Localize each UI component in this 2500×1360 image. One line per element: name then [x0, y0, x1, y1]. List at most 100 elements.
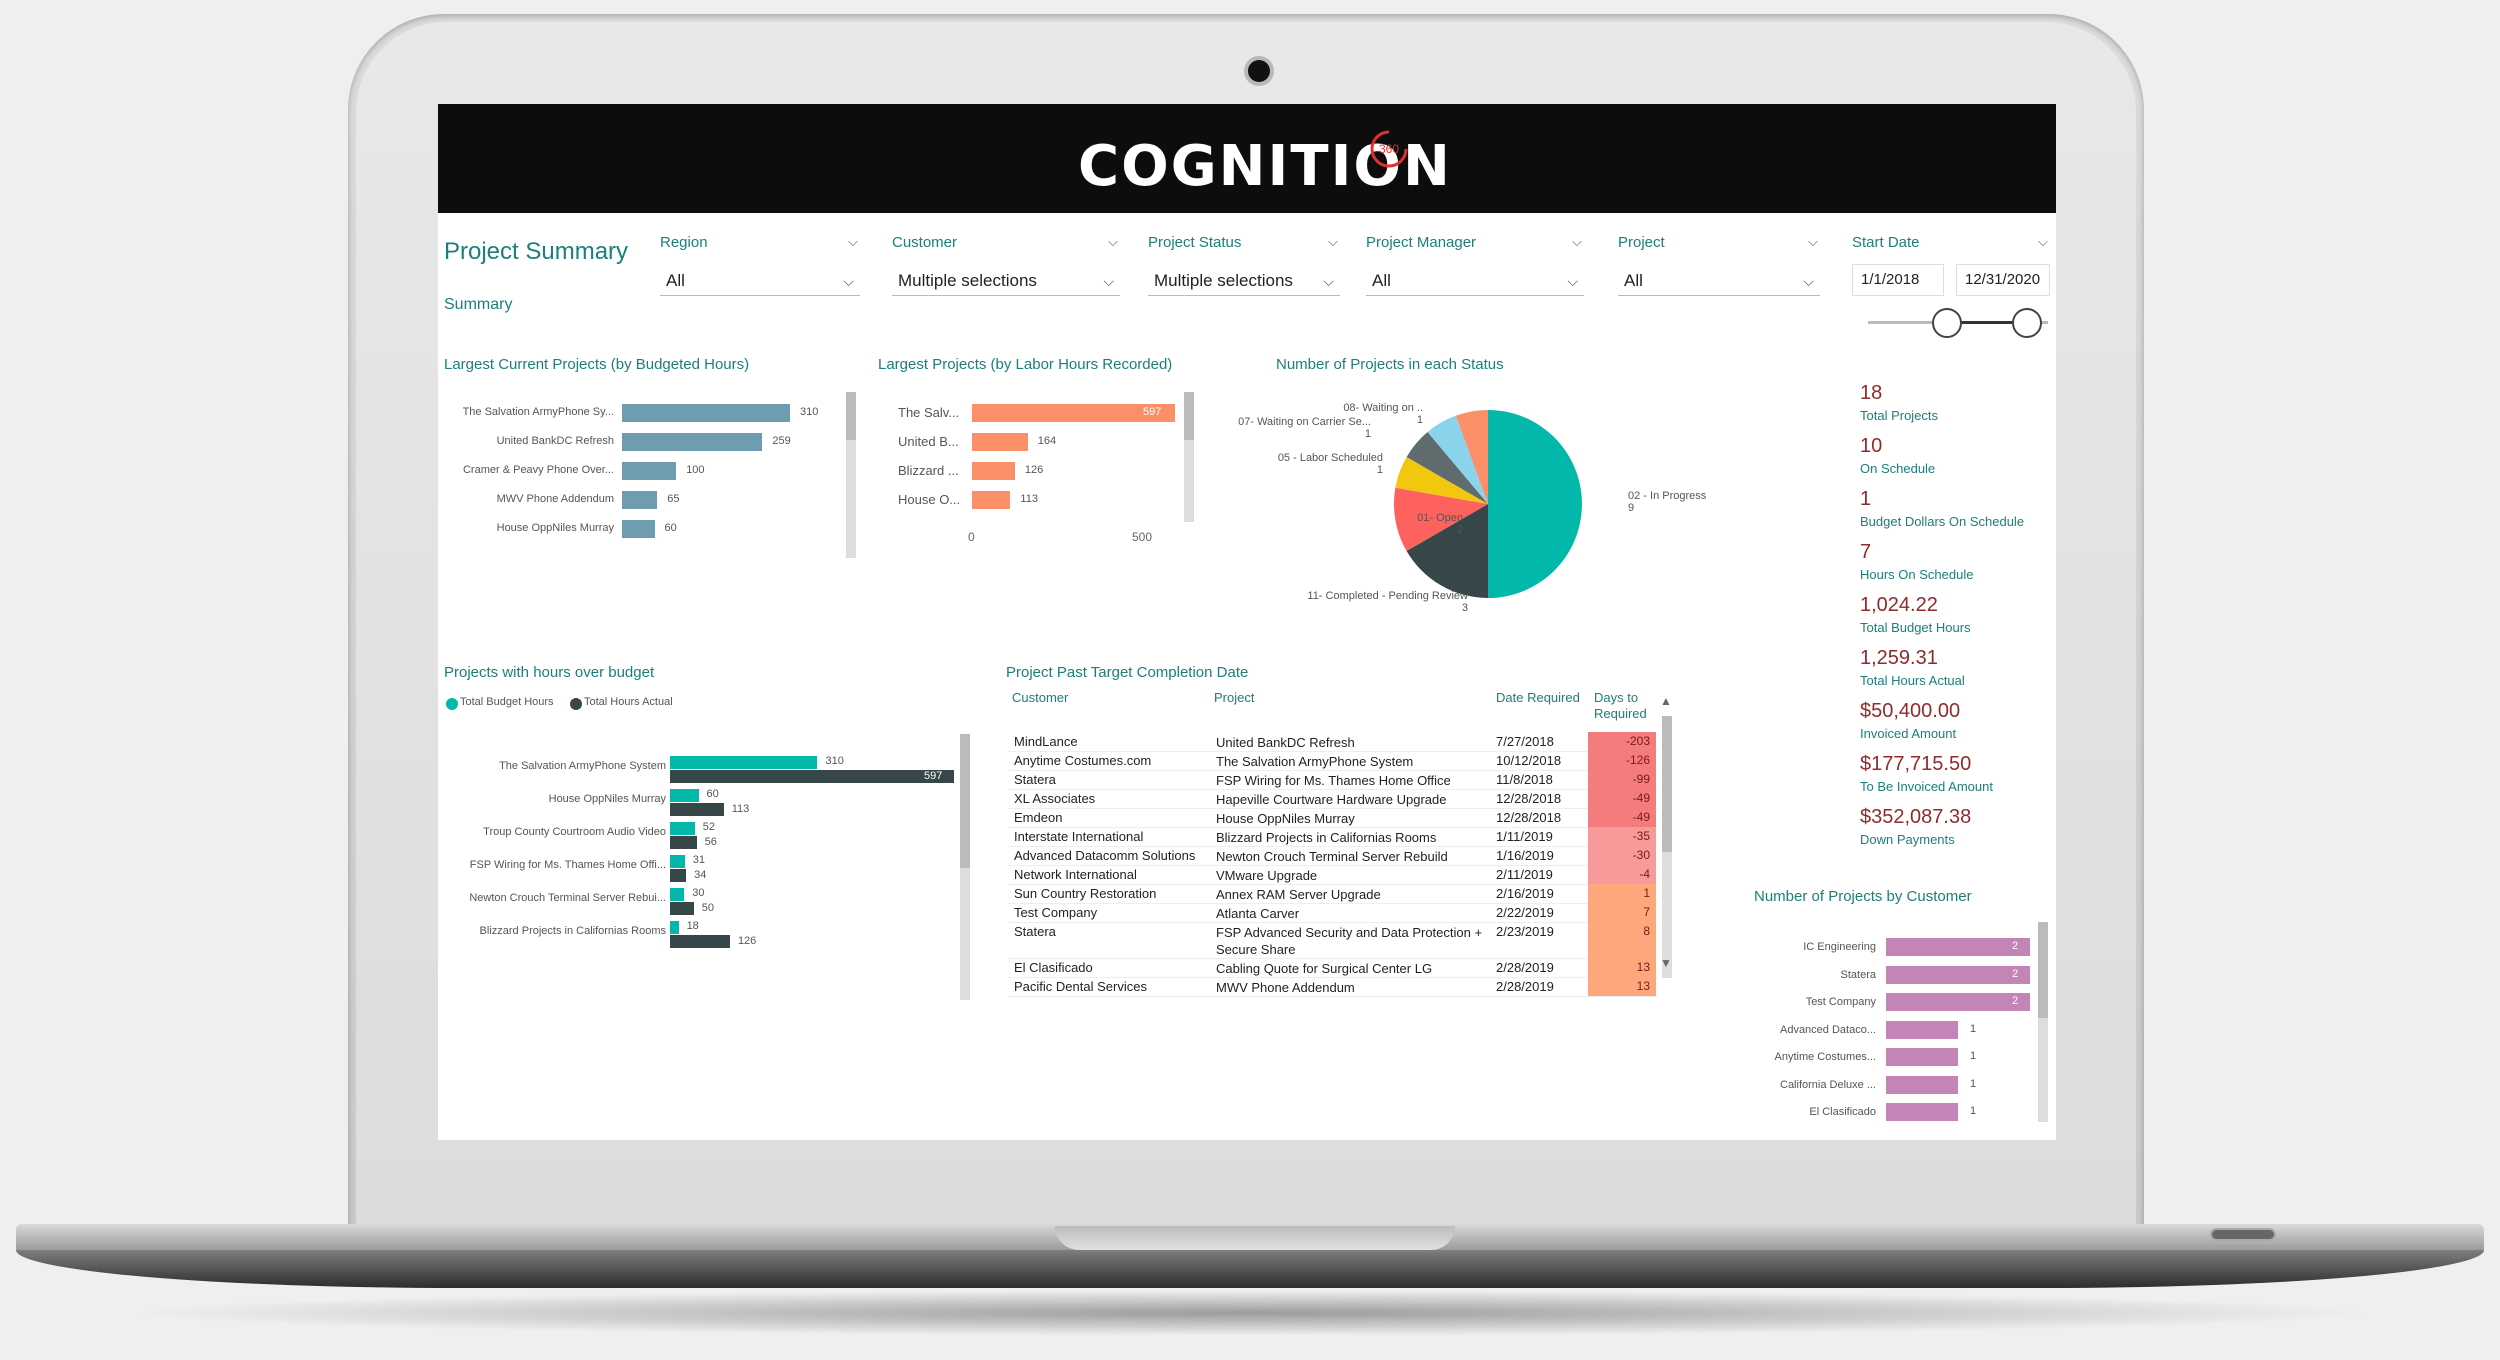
date-range-end-handle[interactable]: [2012, 308, 2042, 338]
project-dropdown[interactable]: All ⌵: [1618, 266, 1820, 296]
chevron-down-icon[interactable]: ⌵: [1572, 234, 1582, 249]
cell-date: 2/16/2019: [1496, 886, 1554, 901]
bar-category-label: House OppNiles Murray: [548, 793, 666, 805]
kpi-value: $352,087.38: [1860, 806, 1972, 828]
bar: [1886, 1075, 1958, 1094]
pie-label: 01- Open: [1417, 512, 1463, 524]
slicer-project[interactable]: Project ⌵ All ⌵: [1618, 234, 1820, 296]
chevron-down-icon[interactable]: ⌵: [1808, 234, 1818, 249]
table-row[interactable]: [1008, 846, 1658, 866]
chevron-down-icon: ⌵: [1567, 273, 1578, 289]
pie-slice[interactable]: [1395, 457, 1488, 504]
table-row[interactable]: [1008, 884, 1658, 904]
chevron-down-icon[interactable]: ⌵: [1108, 234, 1118, 249]
pie-count: 1: [1364, 428, 1371, 440]
table-row[interactable]: [1008, 903, 1658, 923]
table-row[interactable]: [1008, 732, 1658, 752]
slicer-project-status[interactable]: Project Status ⌵ Multiple selections ⌵: [1148, 234, 1340, 296]
slicer-start-date[interactable]: Start Date ⌵: [1852, 234, 2052, 251]
col-header-days[interactable]: Days to Required: [1594, 690, 1647, 721]
cell-date: 1/11/2019: [1496, 829, 1553, 844]
table-row[interactable]: [1008, 808, 1658, 828]
table-title: Project Past Target Completion Date: [1006, 664, 1249, 681]
scroll-down-icon[interactable]: ▼: [1660, 956, 1672, 970]
cell-customer: Test Company: [1014, 905, 1098, 920]
slicer-project-manager[interactable]: Project Manager ⌵ All ⌵: [1366, 234, 1584, 296]
start-date-to-input[interactable]: 12/31/2020: [1956, 264, 2050, 296]
col-header-project[interactable]: Project: [1214, 690, 1255, 705]
start-date-from-input[interactable]: 1/1/2018: [1852, 264, 1944, 296]
table-row[interactable]: [1008, 751, 1658, 771]
slicer-label: Project Manager: [1366, 234, 1477, 251]
customer-dropdown[interactable]: Multiple selections ⌵: [892, 266, 1120, 296]
bar-value-label: 259: [772, 435, 791, 447]
slicer-region[interactable]: Region ⌵ All ⌵: [660, 234, 860, 296]
region-dropdown[interactable]: All ⌵: [660, 266, 860, 296]
budget-value-label: 310: [825, 755, 844, 767]
overbudget-scrollbar[interactable]: [960, 734, 970, 1000]
cell-project: FSP Wiring for Ms. Thames Home Office: [1216, 773, 1451, 788]
customers-scrollbar[interactable]: [2038, 922, 2048, 1122]
page-title: Project Summary: [444, 238, 629, 265]
project-status-dropdown[interactable]: Multiple selections ⌵: [1148, 266, 1340, 296]
project-manager-dropdown[interactable]: All ⌵: [1366, 266, 1584, 296]
pie-slice[interactable]: [1406, 431, 1488, 504]
kpi-value: $177,715.50: [1860, 753, 1972, 775]
actual-bar: [670, 902, 694, 915]
table-row[interactable]: [1008, 865, 1658, 885]
chevron-down-icon[interactable]: ⌵: [1328, 234, 1338, 249]
slicer-customer[interactable]: Customer ⌵ Multiple selections ⌵: [892, 234, 1120, 296]
budget-bar: [670, 855, 685, 868]
bar-category-label: The Salv...: [898, 405, 960, 420]
page-subtitle[interactable]: Summary: [444, 296, 513, 313]
laptop-notch: [1055, 1226, 1455, 1250]
pie-slice[interactable]: [1406, 504, 1488, 598]
col-header-date[interactable]: Date Required: [1496, 690, 1580, 705]
chevron-down-icon[interactable]: ⌵: [2038, 234, 2048, 249]
bar-category-label: IC Engineering: [1803, 941, 1876, 953]
bar-value-label: 100: [686, 464, 705, 476]
labor-scrollbar[interactable]: [1184, 392, 1194, 522]
laptop-shadow: [120, 1290, 2380, 1336]
table-row[interactable]: [1008, 958, 1658, 978]
table-row[interactable]: [1008, 827, 1658, 847]
pie-slice[interactable]: [1394, 487, 1488, 551]
bar: [622, 462, 677, 480]
bar-value-label: 1: [1970, 1105, 1977, 1117]
table-row[interactable]: [1008, 770, 1658, 790]
labor-chart-title: Largest Projects (by Labor Hours Recorde…: [878, 356, 1173, 373]
cell-project: Blizzard Projects in Californias Rooms: [1216, 830, 1437, 845]
table-row[interactable]: [1008, 977, 1658, 997]
cell-customer: Pacific Dental Services: [1014, 979, 1147, 994]
budgeted-scrollbar[interactable]: [846, 392, 856, 558]
budget-value-label: 52: [702, 821, 715, 833]
pie-slice[interactable]: [1488, 410, 1582, 598]
cell-date: 2/22/2019: [1496, 905, 1554, 920]
pie-slice[interactable]: [1427, 415, 1488, 504]
bar: [1886, 965, 2030, 984]
table-row[interactable]: [1008, 922, 1658, 959]
pie-count: 9: [1628, 502, 1635, 514]
bar: [972, 433, 1028, 451]
table-row[interactable]: [1008, 789, 1658, 809]
cell-project: MWV Phone Addendum: [1216, 980, 1355, 995]
table-scrollbar[interactable]: [1662, 716, 1672, 978]
x-tick-label: 500: [1132, 530, 1153, 544]
kpi-value: $50,400.00: [1860, 700, 1961, 722]
slicer-label: Project Status: [1148, 234, 1242, 251]
scroll-up-icon[interactable]: ▲: [1660, 694, 1672, 708]
legend-actual-label: Total Hours Actual: [584, 696, 673, 708]
cell-customer: MindLance: [1014, 734, 1078, 749]
bar-category-label: The Salvation ArmyPhone System: [499, 760, 666, 772]
cell-project: Annex RAM Server Upgrade: [1216, 887, 1381, 902]
camera-icon: [1248, 60, 1270, 82]
pie-slice[interactable]: [1455, 410, 1488, 504]
actual-bar: [670, 836, 697, 849]
date-range-start-handle[interactable]: [1932, 308, 1962, 338]
cell-customer: Anytime Costumes.com: [1014, 753, 1152, 768]
cell-days: -203: [1588, 732, 1656, 751]
x-tick-label: 0: [968, 530, 975, 544]
col-header-customer[interactable]: Customer: [1012, 690, 1069, 705]
chevron-down-icon[interactable]: ⌵: [848, 234, 858, 249]
pie-label: 05 - Labor Scheduled: [1277, 452, 1383, 464]
